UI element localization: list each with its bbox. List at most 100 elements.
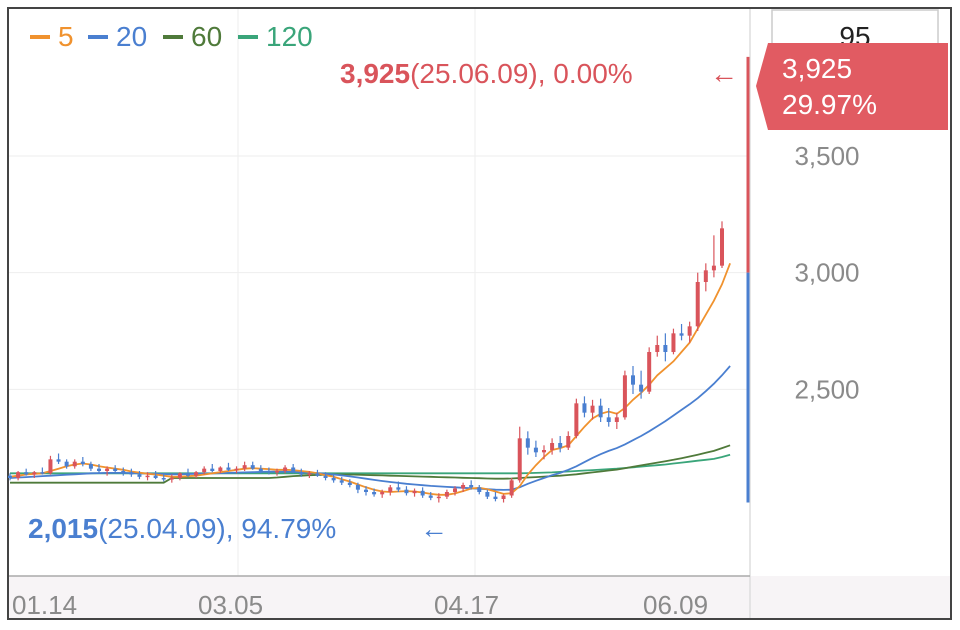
candle-77 xyxy=(631,366,635,394)
candle-66 xyxy=(542,445,546,460)
y-tick-2: 2,500 xyxy=(794,374,859,404)
ma-line-5 xyxy=(9,262,731,496)
candle-body-63 xyxy=(517,438,522,481)
candle-body-70 xyxy=(574,403,579,436)
candle-8 xyxy=(72,459,77,469)
candle-75 xyxy=(614,412,619,429)
candle-body-45 xyxy=(372,492,377,495)
candle-53 xyxy=(436,493,441,503)
current-price-change: 29.97% xyxy=(782,89,877,120)
x-tick-0: 01.14 xyxy=(12,590,77,620)
candle-56 xyxy=(461,482,466,492)
candle-body-26 xyxy=(218,467,223,471)
candle-52 xyxy=(428,492,433,501)
candle-body-41 xyxy=(339,480,344,483)
candle-body-58 xyxy=(477,487,482,492)
legend-swatch-5 xyxy=(30,35,50,39)
candle-28 xyxy=(234,466,239,474)
legend-label-20: 20 xyxy=(116,21,147,52)
candle-body-29 xyxy=(242,465,247,469)
low-annotation-arrow: ← xyxy=(420,513,448,544)
candle-10 xyxy=(88,461,93,471)
candle-body-22 xyxy=(186,473,190,476)
candle-body-85 xyxy=(695,282,700,327)
x-tick-2: 04.17 xyxy=(434,590,499,620)
high-annotation: 3,925(25.06.09), 0.00% xyxy=(340,58,633,89)
candle-26 xyxy=(218,466,223,474)
candle-54 xyxy=(444,489,449,499)
candle-body-62 xyxy=(509,480,514,496)
candle-17 xyxy=(145,472,150,481)
candle-87 xyxy=(711,235,716,278)
candle-13 xyxy=(113,465,118,474)
candle-body-82 xyxy=(671,333,676,352)
candle-body-44 xyxy=(364,489,368,492)
candle-body-11 xyxy=(97,468,101,471)
candle-body-59 xyxy=(485,492,490,497)
candle-57 xyxy=(469,480,474,490)
candle-body-54 xyxy=(444,492,449,497)
candle-71 xyxy=(582,396,587,418)
candle-body-12 xyxy=(105,468,110,471)
candle-body-61 xyxy=(501,495,506,499)
legend-swatch-120 xyxy=(238,35,258,39)
candle-70 xyxy=(574,398,579,439)
candle-body-43 xyxy=(355,485,360,490)
candle-62 xyxy=(509,478,514,498)
candle-21 xyxy=(177,472,182,481)
candle-body-6 xyxy=(56,459,61,462)
candle-body-57 xyxy=(469,485,474,488)
candle-43 xyxy=(355,482,360,494)
candle-body-33 xyxy=(275,471,279,473)
candle-body-30 xyxy=(250,465,255,469)
candle-22 xyxy=(186,468,190,477)
candle-76 xyxy=(622,370,627,420)
candle-body-10 xyxy=(88,464,93,469)
candle-31 xyxy=(258,465,263,474)
candle-83 xyxy=(679,324,684,341)
candle-body-53 xyxy=(436,496,441,499)
candle-body-68 xyxy=(558,443,563,448)
candle-79 xyxy=(647,347,652,394)
candle-body-7 xyxy=(64,461,69,467)
ma-line-60 xyxy=(10,444,731,484)
candle-74 xyxy=(606,408,611,427)
candle-body-27 xyxy=(226,467,231,470)
candle-40 xyxy=(331,474,336,483)
candles xyxy=(8,221,724,503)
candle-body-72 xyxy=(590,405,595,413)
candle-body-0 xyxy=(8,475,12,478)
candle-25 xyxy=(210,464,215,473)
candle-24 xyxy=(202,466,207,475)
candle-body-48 xyxy=(396,487,401,490)
candle-body-20 xyxy=(169,478,174,480)
candle-36 xyxy=(299,468,304,477)
candle-body-42 xyxy=(347,482,352,485)
candle-body-9 xyxy=(80,461,85,464)
candle-body-75 xyxy=(614,417,619,422)
high-annotation-value: 3,925 xyxy=(340,58,410,89)
candle-34 xyxy=(283,465,288,474)
candle-body-71 xyxy=(582,403,587,413)
candle-body-24 xyxy=(202,468,207,473)
x-axis-band xyxy=(9,576,950,618)
candle-45 xyxy=(372,488,377,497)
candle-body-35 xyxy=(291,467,296,473)
candle-7 xyxy=(64,459,69,469)
x-tick-1: 03.05 xyxy=(198,590,263,620)
candle-33 xyxy=(275,468,279,476)
candle-3 xyxy=(32,471,37,478)
legend-swatch-20 xyxy=(88,35,108,39)
candle-body-67 xyxy=(550,443,555,450)
candle-body-5 xyxy=(48,459,53,474)
candle-61 xyxy=(501,494,506,503)
candle-6 xyxy=(56,453,61,464)
candle-0 xyxy=(8,473,12,481)
candle-14 xyxy=(121,467,126,476)
candle-body-50 xyxy=(412,490,417,494)
candle-68 xyxy=(558,436,563,453)
candle-body-56 xyxy=(461,485,466,489)
candle-29 xyxy=(242,461,247,471)
candle-39 xyxy=(323,472,328,481)
